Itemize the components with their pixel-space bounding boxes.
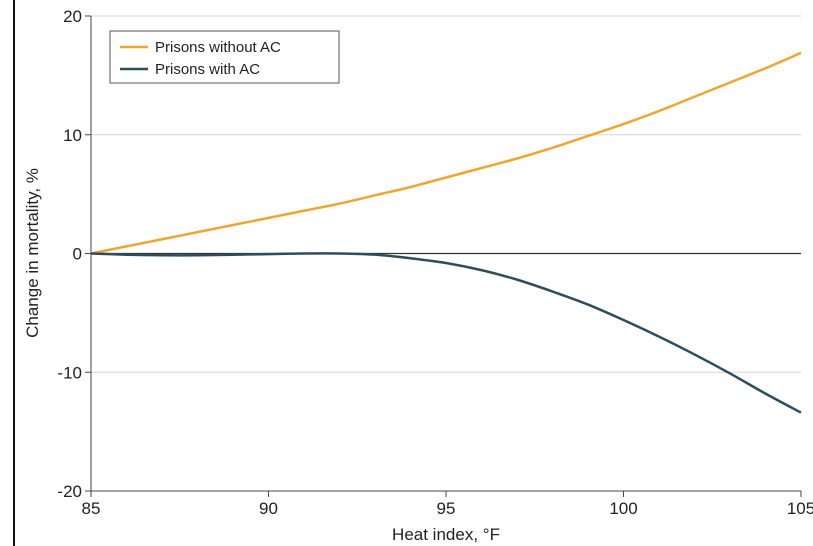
y-tick-label: -10	[57, 363, 82, 382]
legend-label-with-ac: Prisons with AC	[155, 61, 260, 78]
x-tick-label: 85	[82, 499, 101, 518]
legend-label-without-ac: Prisons without AC	[155, 39, 281, 56]
x-tick-label: 100	[609, 499, 637, 518]
grid-layer	[91, 15, 801, 373]
y-tick-label: 10	[63, 126, 82, 145]
x-axis-title: Heat index, °F	[392, 525, 500, 544]
y-tick-label: 20	[63, 7, 82, 26]
x-tick-label: 105	[787, 499, 813, 518]
y-axis-title: Change in mortality, %	[23, 168, 42, 338]
x-tick-label: 95	[437, 499, 456, 518]
series-line-with-ac	[90, 252, 802, 414]
series-line-without-ac	[90, 51, 802, 255]
legend: Prisons without AC Prisons with AC	[109, 30, 340, 84]
legend-box	[109, 30, 340, 84]
x-tick-label: 90	[259, 499, 278, 518]
y-tick-label: -20	[57, 482, 82, 501]
y-tick-label: 0	[73, 245, 82, 264]
series-layer	[90, 51, 802, 414]
